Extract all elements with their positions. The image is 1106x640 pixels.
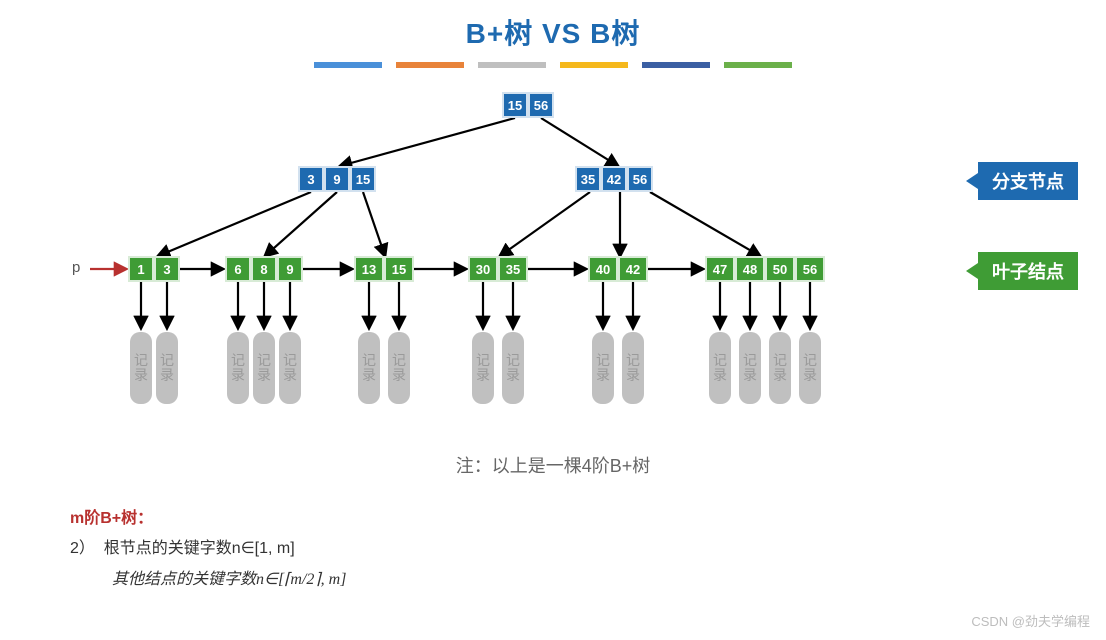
record-block: 记录 [227, 332, 249, 404]
color-bar [642, 62, 710, 68]
watermark: CSDN @劲夫学编程 [971, 611, 1090, 630]
color-bar [478, 62, 546, 68]
record-block: 记录 [502, 332, 524, 404]
footer-line3: 其他结点的关键字数n∈[⌈m/2⌉, m] [70, 565, 1106, 595]
p-pointer-label: p [72, 259, 80, 276]
leaf-node: 689 [225, 256, 303, 282]
node-key: 35 [575, 166, 601, 192]
node-key: 6 [225, 256, 251, 282]
branch-node: 3915 [298, 166, 376, 192]
record-block: 记录 [709, 332, 731, 404]
record-block: 记录 [769, 332, 791, 404]
record-block: 记录 [130, 332, 152, 404]
record-block: 记录 [739, 332, 761, 404]
record-block: 记录 [622, 332, 644, 404]
node-key: 56 [795, 256, 825, 282]
node-key: 48 [735, 256, 765, 282]
badge-branch-text: 分支节点 [992, 168, 1064, 194]
branch-node: 1556 [502, 92, 554, 118]
node-key: 15 [350, 166, 376, 192]
record-block: 记录 [253, 332, 275, 404]
color-bar [560, 62, 628, 68]
node-key: 56 [528, 92, 554, 118]
footer-heading: m阶B+树： [70, 504, 1106, 534]
footer-line3-body: 其他结点的关键字数n∈[⌈m/2⌉, m] [112, 571, 346, 588]
record-block: 记录 [592, 332, 614, 404]
badge-leaf-arrow [966, 263, 978, 279]
footer-line2-body: 根节点的关键字数n∈[1, m] [104, 540, 295, 557]
record-block: 记录 [388, 332, 410, 404]
record-block: 记录 [279, 332, 301, 404]
badge-leaf: 叶子结点 [978, 252, 1078, 290]
node-key: 8 [251, 256, 277, 282]
color-bar [314, 62, 382, 68]
record-block: 记录 [799, 332, 821, 404]
badge-branch-arrow [966, 173, 978, 189]
badge-branch: 分支节点 [978, 162, 1078, 200]
leaf-node: 1315 [354, 256, 414, 282]
color-bar [724, 62, 792, 68]
node-key: 15 [384, 256, 414, 282]
record-block: 记录 [156, 332, 178, 404]
badge-leaf-text: 叶子结点 [992, 258, 1064, 284]
diagram-note: 注：以上是一棵4阶B+树 [0, 452, 1106, 478]
footer-text: m阶B+树： 2） 根节点的关键字数n∈[1, m] 其他结点的关键字数n∈[⌈… [70, 504, 1106, 595]
node-key: 9 [324, 166, 350, 192]
node-key: 56 [627, 166, 653, 192]
node-key: 3 [298, 166, 324, 192]
node-key: 15 [502, 92, 528, 118]
footer-line2: 2） 根节点的关键字数n∈[1, m] [70, 534, 1106, 564]
leaf-node: 47485056 [705, 256, 825, 282]
node-key: 42 [618, 256, 648, 282]
node-key: 50 [765, 256, 795, 282]
page-title: B+树 VS B树 [0, 0, 1106, 52]
leaf-node: 13 [128, 256, 180, 282]
branch-node: 354256 [575, 166, 653, 192]
node-key: 3 [154, 256, 180, 282]
leaf-node: 3035 [468, 256, 528, 282]
node-key: 1 [128, 256, 154, 282]
color-bar [396, 62, 464, 68]
footer-line2-prefix: 2） [70, 540, 95, 557]
node-key: 47 [705, 256, 735, 282]
record-block: 记录 [358, 332, 380, 404]
node-key: 42 [601, 166, 627, 192]
record-block: 记录 [472, 332, 494, 404]
leaf-node: 4042 [588, 256, 648, 282]
node-key: 30 [468, 256, 498, 282]
color-bars [0, 62, 1106, 68]
node-key: 13 [354, 256, 384, 282]
node-key: 35 [498, 256, 528, 282]
node-key: 9 [277, 256, 303, 282]
node-key: 40 [588, 256, 618, 282]
tree-diagram: p 分支节点 叶子结点 1556391535425613689131530354… [0, 74, 1106, 444]
